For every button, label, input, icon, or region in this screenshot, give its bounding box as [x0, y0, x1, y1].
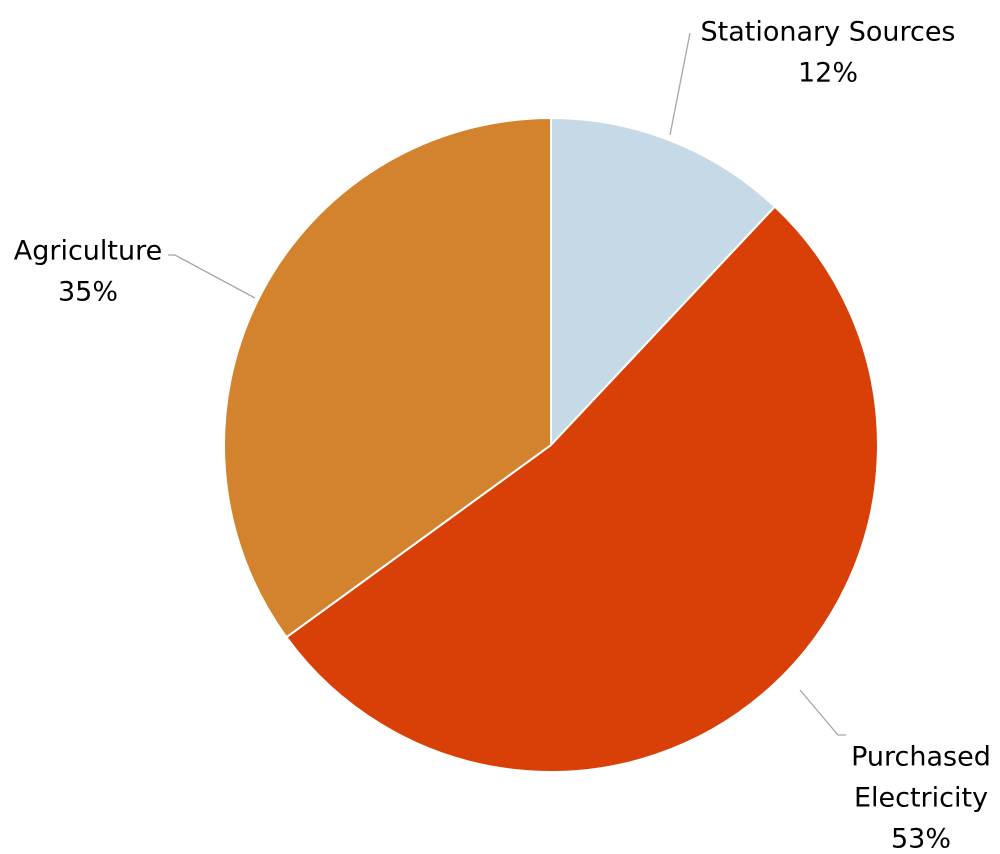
data-label-category-purchased-electricity: Purchased — [851, 742, 991, 773]
leader-lines-layer — [168, 32, 846, 736]
data-label-category-agriculture: Agriculture — [14, 236, 163, 267]
leader-line-stationary-sources — [669, 32, 691, 136]
slices-layer — [223, 116, 879, 773]
data-label-category-stationary-sources: Stationary Sources — [701, 17, 956, 48]
pie-slice-purchased-electricity — [285, 205, 879, 773]
leader-line-purchased-electricity — [799, 689, 846, 736]
data-label-value-agriculture: 35% — [58, 277, 118, 308]
data-label-value-stationary-sources: 12% — [798, 58, 858, 89]
pie-slice-agriculture — [223, 116, 552, 639]
labels-layer: Stationary Sources 12% Purchased Electricit… — [14, 17, 991, 854]
pie-slice-stationary-sources — [550, 116, 777, 448]
leader-line-agriculture — [168, 254, 256, 299]
data-label-value-purchased-electricity: 53% — [891, 824, 951, 854]
data-label-category-purchased-electricity: Electricity — [854, 783, 988, 814]
